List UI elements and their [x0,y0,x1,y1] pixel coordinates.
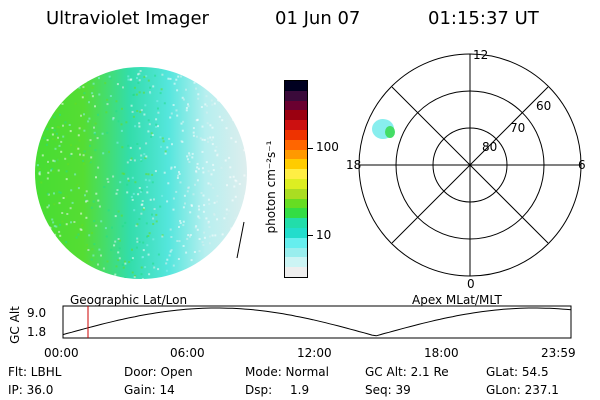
sequence-value: Seq: 39 [365,383,411,397]
altitude-plot [62,305,572,339]
colorbar-segment [285,159,307,170]
geographic-aurora-image [35,67,247,279]
altitude-plot-frame [62,305,572,339]
door-value: Door: Open [124,365,193,379]
mlt-label-18: 18 [346,158,361,172]
colorbar-segment [285,257,307,268]
altitude-xtick-2: 12:00 [297,346,332,360]
colorbar-segment [285,237,307,248]
colorbar-segment [285,129,307,140]
altitude-xtick-4: 23:59 [541,346,576,360]
colorbar-segment [285,100,307,111]
gc-altitude-value: GC Alt: 2.1 Re [365,365,449,379]
filter-value: Flt: LBHL [8,365,62,379]
mlt-label-12: 12 [473,48,488,62]
dsp-value: 1.9 [290,383,310,397]
colorbar-segment [285,218,307,228]
mode-value: Mode: Normal [245,365,329,379]
colorbar-segment [285,247,307,258]
geographic-latitude: GLat: 54.5 [486,365,549,379]
colorbar-segment [285,169,307,179]
dsp-label: Dsp: [245,383,273,397]
altitude-ytick-min: 1.8 [27,325,47,339]
terminator-tick [236,221,245,259]
instrument-title: Ultraviolet Imager [46,8,209,29]
lat-label-60: 60 [536,99,551,113]
lat-label-80: 80 [482,140,497,154]
image-time: 01:15:37 UT [428,8,539,29]
colorbar-segment [285,178,307,189]
mlt-label-6: 6 [578,158,586,172]
colorbar-segment [285,81,307,91]
altitude-xtick-1: 06:00 [170,346,205,360]
colorbar-segment [285,198,307,209]
colorbar-tick-10: 10 [316,228,332,242]
colorbar-segment [285,120,307,130]
apex-caption: Apex MLat/MLT [412,293,502,307]
colorbar-segment [285,188,307,199]
altitude-curve [62,307,572,337]
altitude-ylabel: GC Alt [8,306,22,344]
altitude-xtick-0: 00:00 [44,346,79,360]
colorbar-tickmark-10 [308,235,313,236]
colorbar [284,80,308,278]
gain-value: Gain: 14 [124,383,175,397]
colorbar-segment [285,267,307,277]
colorbar-unit-label: photon cm⁻²s⁻¹ [264,140,278,234]
colorbar-segment [285,110,307,121]
mlt-label-0: 0 [467,277,475,291]
aurora-patch-core [385,126,395,138]
polar-grid: 12 18 6 0 60 70 80 [346,48,586,291]
altitude-ytick-max: 9.0 [27,306,47,320]
colorbar-tick-100: 100 [316,140,339,154]
colorbar-segment [285,149,307,160]
colorbar-segment [285,90,307,101]
altitude-xtick-3: 18:00 [424,346,459,360]
polar-diagonal-2 [391,86,549,244]
geographic-caption: Geographic Lat/Lon [70,293,188,307]
colorbar-segment [285,139,307,150]
colorbar-segment [285,208,307,219]
ip-value: IP: 36.0 [8,383,54,397]
colorbar-tickmark-100 [308,148,313,149]
geographic-longitude: GLon: 237.1 [486,383,559,397]
lat-label-70: 70 [510,121,525,135]
image-date: 01 Jun 07 [275,8,361,29]
colorbar-segment [285,227,307,238]
